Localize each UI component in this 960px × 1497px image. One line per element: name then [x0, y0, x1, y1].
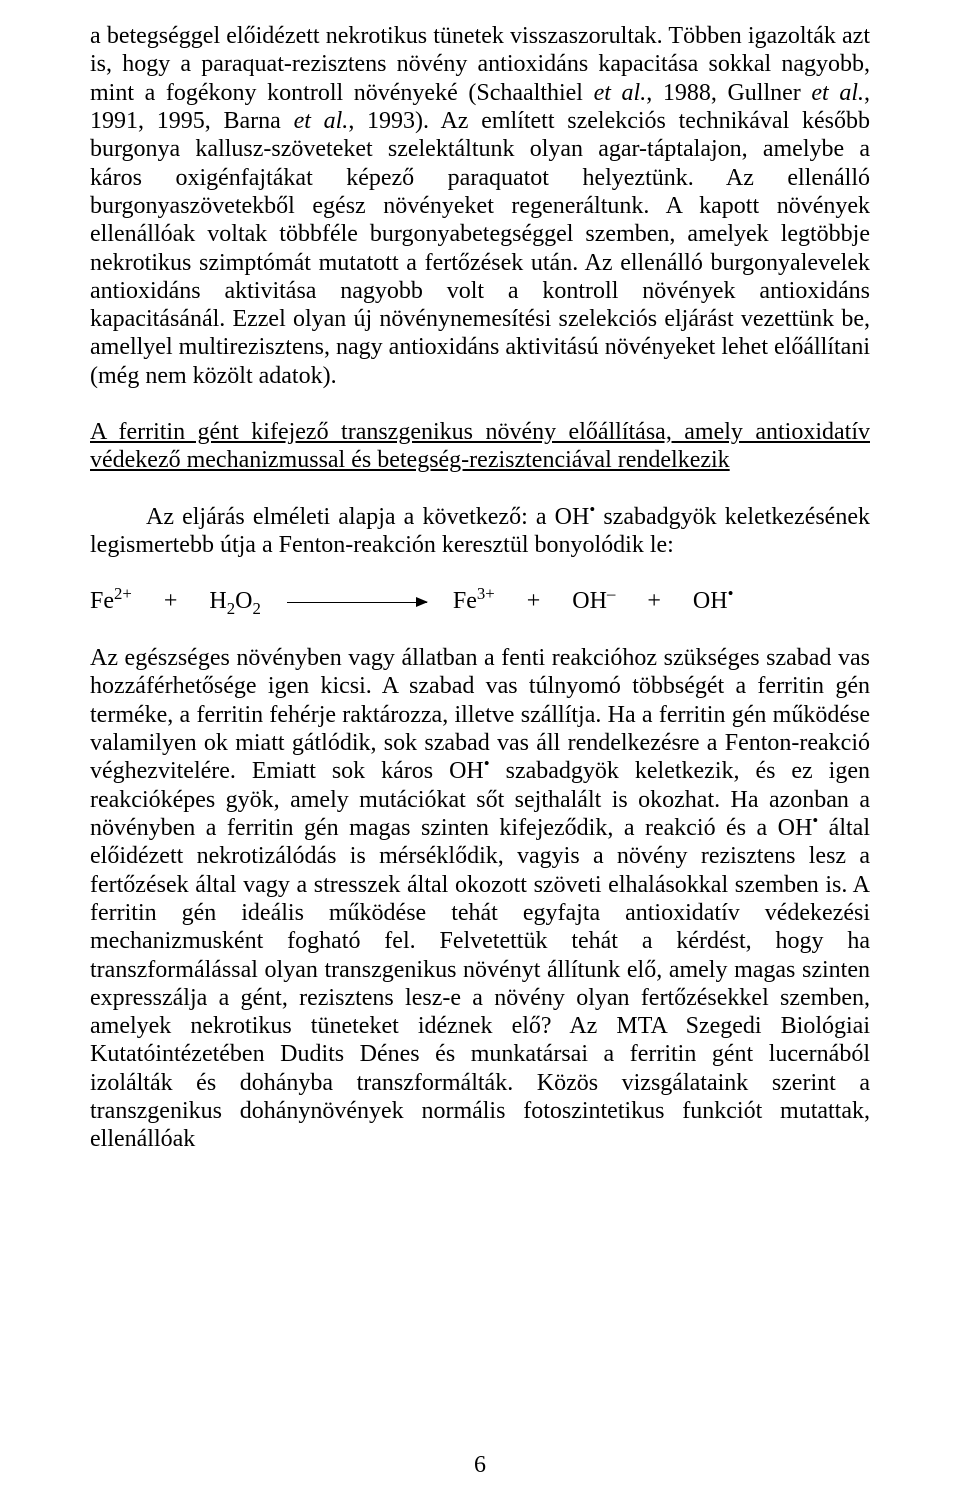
citation-italic: et al.	[594, 80, 647, 106]
text: , 1988, Gullner	[646, 80, 811, 106]
section-heading-underline: A ferritin gént kifejező transzgenikus n…	[90, 418, 870, 475]
eq-term: Fe3+	[453, 587, 495, 616]
eq-plus: +	[164, 587, 178, 616]
eq-term: OH•	[693, 587, 734, 616]
text: Az eljárás elméleti alapja a következő: …	[146, 504, 589, 530]
fenton-equation: Fe2+ + H2O2 Fe3+ + OH– + OH•	[90, 587, 870, 616]
text: , 1993). Az említett szelekciós techniká…	[90, 108, 870, 389]
eq-term: Fe2+	[90, 587, 132, 616]
paragraph-2: Az eljárás elméleti alapja a következő: …	[90, 503, 870, 560]
text: által előidézett nekrotizálódás is mérsé…	[90, 815, 870, 1152]
eq-term: OH–	[572, 587, 615, 616]
heading-text: A ferritin gént kifejező transzgenikus n…	[90, 419, 870, 473]
document-page: a betegséggel előidézett nekrotikus tüne…	[0, 0, 960, 1497]
paragraph-3: Az egészséges növényben vagy állatban a …	[90, 644, 870, 1154]
paragraph-1: a betegséggel előidézett nekrotikus tüne…	[90, 22, 870, 390]
page-number: 6	[0, 1452, 960, 1479]
eq-plus: +	[647, 587, 661, 616]
eq-plus: +	[527, 587, 541, 616]
eq-term: H2O2	[209, 587, 260, 616]
citation-italic: et al.	[811, 80, 864, 106]
reaction-arrow-icon	[287, 587, 427, 616]
citation-italic: et al.	[294, 108, 349, 134]
